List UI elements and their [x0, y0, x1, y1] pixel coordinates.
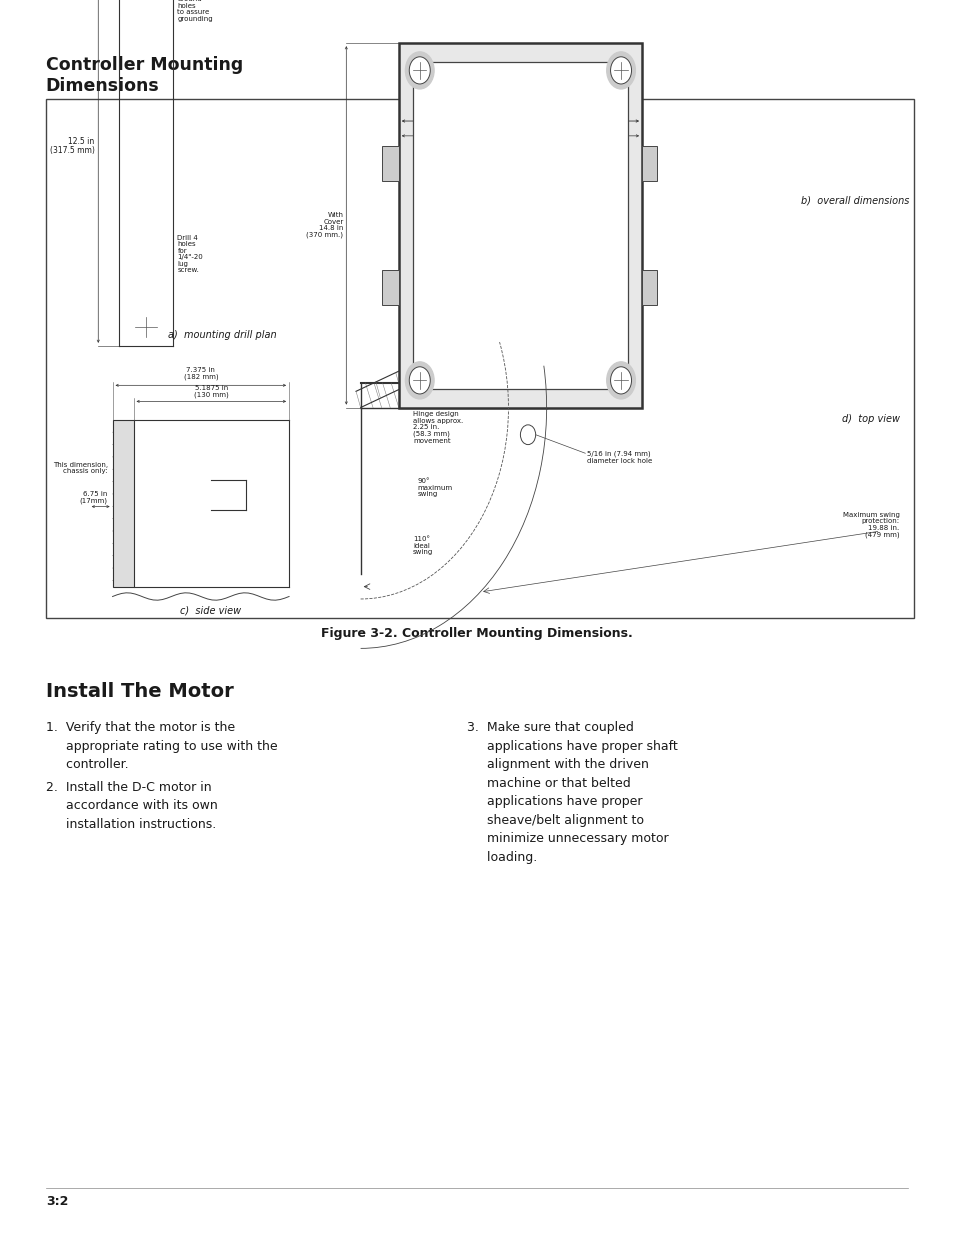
Text: 2.  Install the D-C motor in
     accordance with its own
     installation inst: 2. Install the D-C motor in accordance w…: [46, 781, 217, 830]
Text: Figure 3-2. Controller Mounting Dimensions.: Figure 3-2. Controller Mounting Dimensio…: [321, 627, 632, 641]
Text: 1.  Verify that the motor is the
     appropriate rating to use with the
     co: 1. Verify that the motor is the appropri…: [46, 721, 277, 771]
Bar: [413, 62, 627, 389]
Text: c)  side view: c) side view: [179, 605, 241, 615]
Text: Scrape
paint
around
holes
to assure
grounding: Scrape paint around holes to assure grou…: [177, 0, 213, 22]
Text: 3:2: 3:2: [46, 1194, 68, 1208]
Text: 3.  Make sure that coupled
     applications have proper shaft
     alignment wi: 3. Make sure that coupled applications h…: [467, 721, 678, 863]
Circle shape: [610, 367, 631, 394]
Text: Install The Motor: Install The Motor: [46, 682, 233, 700]
Text: 5/16 in (7.94 mm)
diameter lock hole: 5/16 in (7.94 mm) diameter lock hole: [586, 451, 652, 464]
Circle shape: [405, 362, 434, 399]
Text: Controller Mounting
Dimensions: Controller Mounting Dimensions: [46, 56, 243, 95]
Text: 3.38 in
(85 mm): 3.38 in (85 mm): [582, 119, 613, 132]
Circle shape: [409, 367, 430, 394]
Text: 3.38 in
(85 mm): 3.38 in (85 mm): [413, 119, 442, 132]
Text: 90°
maximum
swing: 90° maximum swing: [417, 478, 453, 498]
Bar: [112, 420, 133, 587]
Bar: [398, 43, 641, 408]
Text: Hinge design
allows approx.
2.25 in.
(58.3 mm)
movement: Hinge design allows approx. 2.25 in. (58…: [413, 411, 463, 443]
Text: This dimension,
chassis only:: This dimension, chassis only:: [52, 462, 108, 474]
Text: 110°
ideal
swing: 110° ideal swing: [413, 536, 433, 556]
Bar: [381, 146, 398, 180]
Text: a)  mounting drill plan: a) mounting drill plan: [168, 330, 276, 340]
Circle shape: [520, 425, 535, 445]
Circle shape: [606, 362, 635, 399]
Text: With
Cover
14.8 in
(370 mm.): With Cover 14.8 in (370 mm.): [306, 212, 343, 238]
Bar: [46, 99, 913, 617]
Text: Maximum swing
protection:
19.88 in.
(479 mm): Maximum swing protection: 19.88 in. (479…: [841, 511, 899, 538]
Text: 12.5 in
(317.5 mm): 12.5 in (317.5 mm): [50, 137, 94, 156]
Circle shape: [405, 52, 434, 89]
Bar: [381, 270, 398, 305]
Text: 6.75 in
(17mm): 6.75 in (17mm): [80, 492, 108, 504]
Circle shape: [610, 57, 631, 84]
Text: 7.375 in
(182 mm): 7.375 in (182 mm): [183, 367, 218, 380]
Text: 9.50 in
(237.5 mm): 9.50 in (237.5 mm): [497, 98, 542, 116]
Text: 5.1875 in
(130 mm): 5.1875 in (130 mm): [193, 384, 229, 398]
Circle shape: [409, 57, 430, 84]
Bar: [641, 270, 657, 305]
Text: d)  top view: d) top view: [841, 414, 899, 424]
Text: b)  overall dimensions: b) overall dimensions: [800, 195, 908, 206]
Bar: [641, 146, 657, 180]
Text: Drill 4
holes
for
1/4"-20
lug
screw.: Drill 4 holes for 1/4"-20 lug screw.: [177, 235, 203, 273]
Circle shape: [606, 52, 635, 89]
